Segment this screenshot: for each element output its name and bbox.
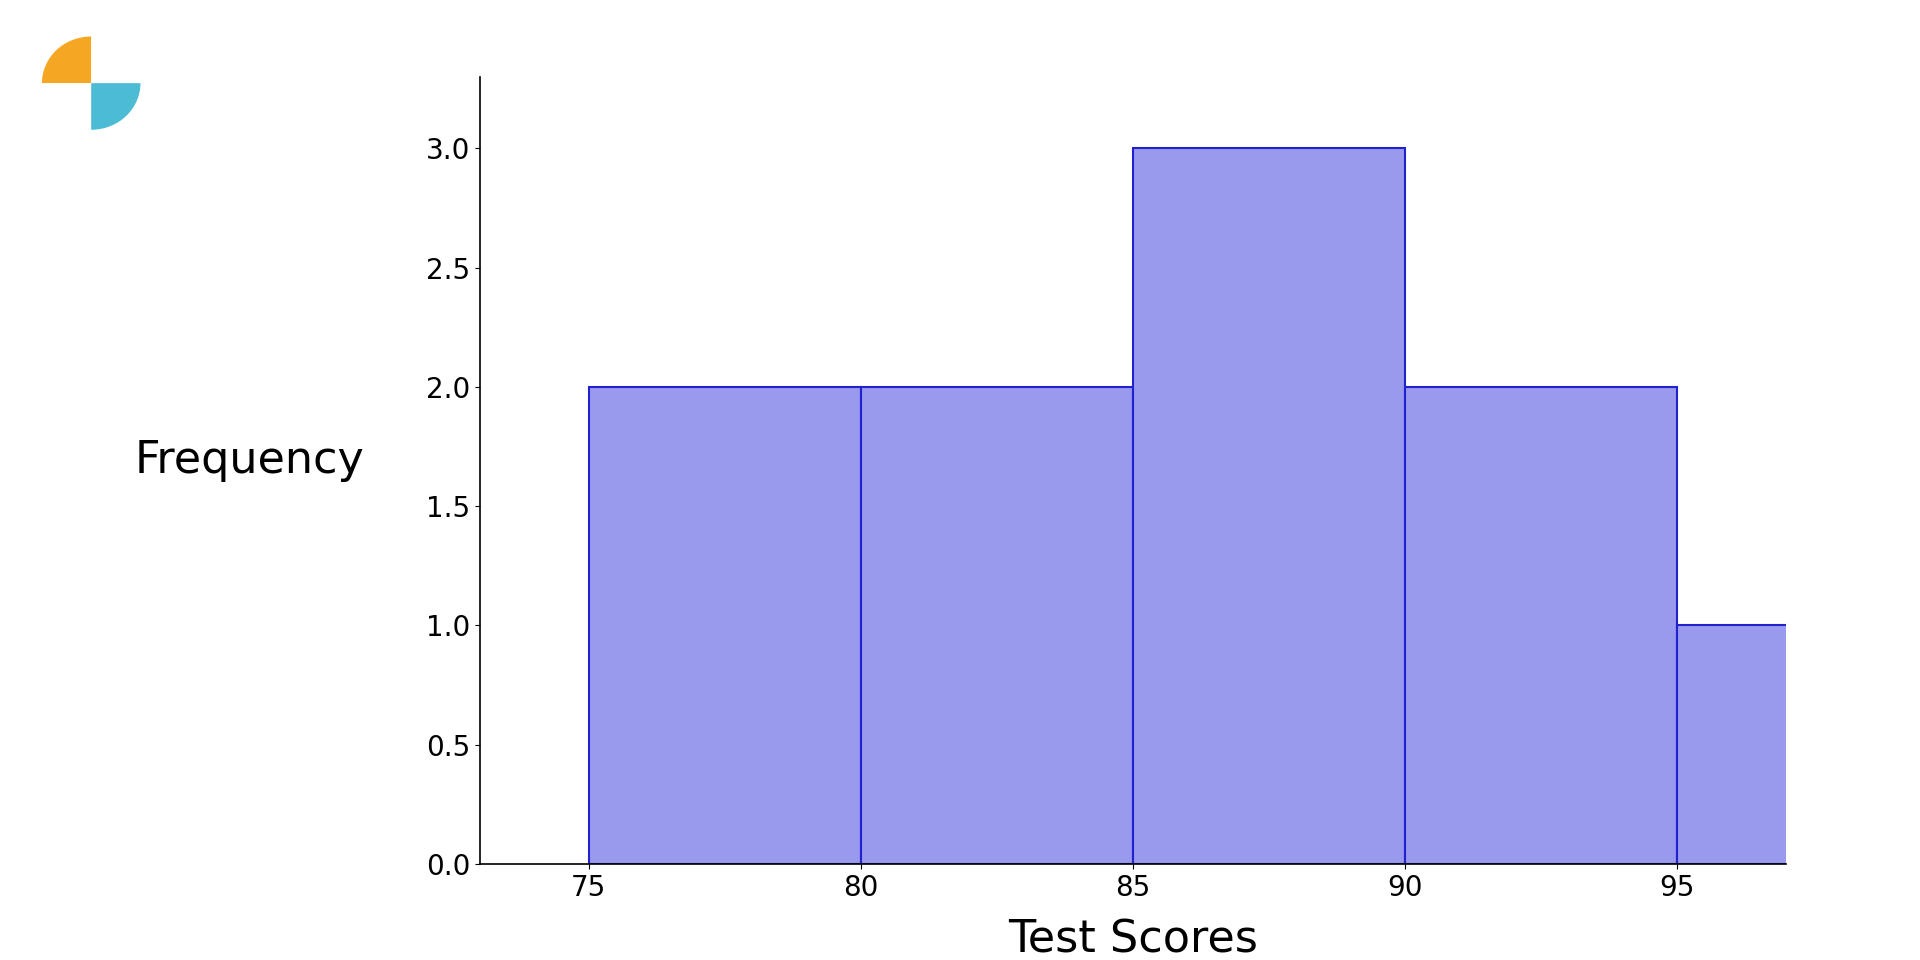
Wedge shape xyxy=(90,84,140,130)
Bar xyxy=(860,387,1133,864)
Polygon shape xyxy=(92,36,140,84)
Bar xyxy=(1405,387,1676,864)
Bar xyxy=(589,387,860,864)
Polygon shape xyxy=(42,84,92,130)
Wedge shape xyxy=(42,36,92,84)
Text: STORY OF MATHEMATICS: STORY OF MATHEMATICS xyxy=(61,169,121,174)
Text: SOM: SOM xyxy=(71,136,111,151)
Bar xyxy=(1133,149,1405,864)
X-axis label: Test Scores: Test Scores xyxy=(1008,919,1258,960)
Bar xyxy=(1676,626,1920,864)
Text: Frequency: Frequency xyxy=(134,440,365,482)
